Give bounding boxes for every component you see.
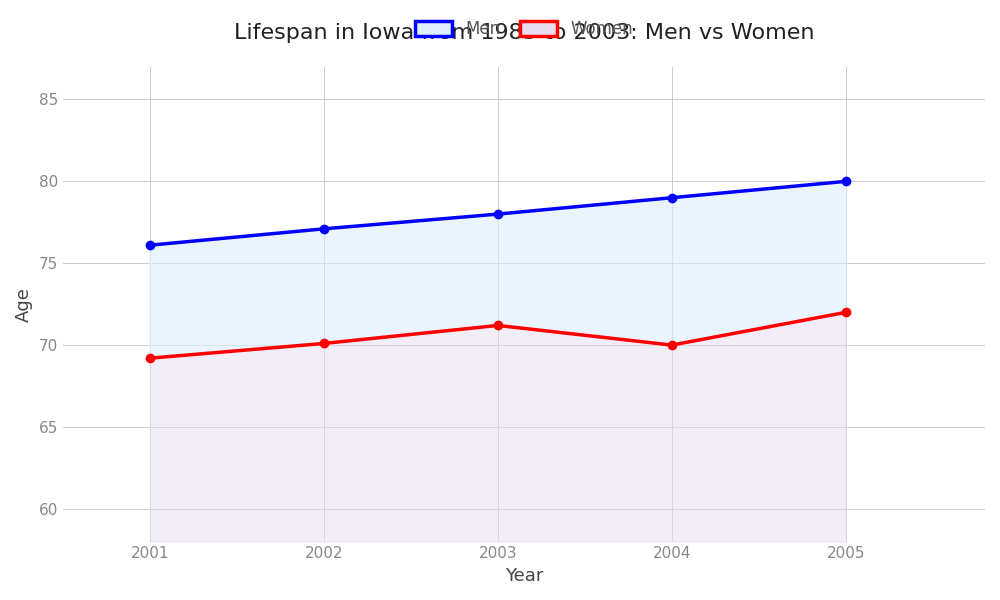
Women xyxy=(666,341,678,349)
Women xyxy=(492,322,504,329)
Men xyxy=(318,225,330,232)
Title: Lifespan in Iowa from 1983 to 2003: Men vs Women: Lifespan in Iowa from 1983 to 2003: Men … xyxy=(234,23,814,43)
X-axis label: Year: Year xyxy=(505,567,543,585)
Men xyxy=(666,194,678,202)
Women xyxy=(144,355,156,362)
Legend: Men, Women: Men, Women xyxy=(408,13,639,44)
Line: Men: Men xyxy=(146,177,850,250)
Y-axis label: Age: Age xyxy=(15,287,33,322)
Women xyxy=(318,340,330,347)
Men xyxy=(492,211,504,218)
Men xyxy=(840,178,852,185)
Line: Women: Women xyxy=(146,308,850,362)
Men xyxy=(144,242,156,249)
Women xyxy=(840,309,852,316)
